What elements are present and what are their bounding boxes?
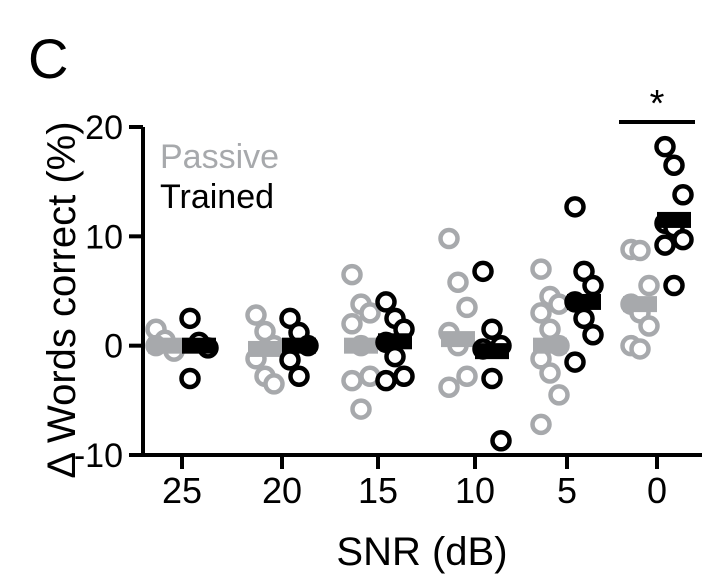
point-trained — [481, 367, 503, 390]
point-passive — [530, 413, 552, 436]
point-passive — [456, 296, 478, 319]
mean-bar-trained — [378, 333, 412, 350]
point-passive — [245, 304, 267, 326]
point-passive — [539, 318, 561, 341]
point-passive — [359, 302, 381, 324]
mean-bar-trained — [657, 211, 691, 228]
significance-star: * — [650, 83, 665, 125]
marks — [145, 135, 694, 452]
point-passive — [438, 376, 460, 398]
mean-bar-passive — [623, 296, 657, 313]
point-trained — [375, 369, 397, 392]
point-passive — [629, 239, 651, 262]
point-trained — [654, 234, 676, 256]
axes: -10 0 10 20 25 20 15 10 5 0 * — [74, 83, 702, 511]
point-trained — [472, 260, 494, 283]
y-tick-label: 0 — [104, 328, 123, 366]
point-passive — [629, 338, 651, 360]
mean-bar-passive — [533, 337, 567, 354]
x-tick-label: 0 — [647, 470, 667, 511]
point-trained — [573, 307, 595, 330]
point-trained — [288, 365, 310, 388]
y-tick-label: -10 — [74, 437, 123, 475]
x-tick-label: 20 — [262, 470, 302, 511]
point-passive — [539, 362, 561, 384]
y-axis-label: Δ Words correct (%) — [40, 121, 84, 478]
point-passive — [456, 365, 478, 388]
mean-bar-passive — [441, 331, 475, 348]
mean-bar-passive — [344, 337, 378, 354]
x-tick-label: 15 — [358, 470, 398, 511]
point-passive — [530, 302, 552, 324]
point-passive — [638, 274, 660, 297]
point-trained — [582, 274, 604, 297]
x-tick-label: 10 — [455, 470, 495, 511]
mean-bar-passive — [148, 337, 182, 354]
point-passive — [341, 313, 363, 335]
point-trained — [654, 135, 676, 158]
point-passive — [350, 398, 372, 420]
point-trained — [179, 367, 201, 390]
mean-bar-trained — [282, 337, 316, 354]
point-trained — [582, 323, 604, 346]
point-passive — [341, 369, 363, 392]
x-tick-label: 25 — [162, 470, 202, 511]
point-trained — [564, 351, 586, 373]
point-trained — [663, 154, 685, 177]
point-trained — [564, 196, 586, 218]
point-passive — [447, 271, 469, 294]
point-trained — [490, 430, 512, 452]
y-tick-label: 10 — [85, 218, 123, 256]
x-tick-label: 5 — [557, 470, 577, 511]
x-axis-label: SNR (dB) — [336, 530, 507, 574]
mean-bar-trained — [182, 337, 216, 354]
point-trained — [279, 349, 301, 371]
point-passive — [341, 263, 363, 286]
mean-bar-trained — [475, 343, 509, 360]
point-passive — [263, 373, 285, 395]
legend-passive: Passive — [160, 138, 279, 176]
mean-bar-trained — [567, 293, 601, 310]
point-trained — [672, 184, 694, 206]
point-passive — [548, 384, 570, 406]
point-passive — [530, 258, 552, 280]
point-passive — [638, 315, 660, 337]
point-trained — [663, 274, 685, 297]
y-tick-label: 20 — [85, 109, 123, 147]
legend-trained: Trained — [160, 178, 274, 216]
point-trained — [393, 365, 415, 388]
point-trained — [672, 228, 694, 251]
point-trained — [481, 318, 503, 341]
point-passive — [438, 227, 460, 250]
panel-label: C — [28, 27, 68, 90]
point-trained — [179, 307, 201, 330]
point-trained — [375, 291, 397, 313]
point-trained — [384, 345, 406, 368]
mean-bar-passive — [248, 340, 282, 357]
